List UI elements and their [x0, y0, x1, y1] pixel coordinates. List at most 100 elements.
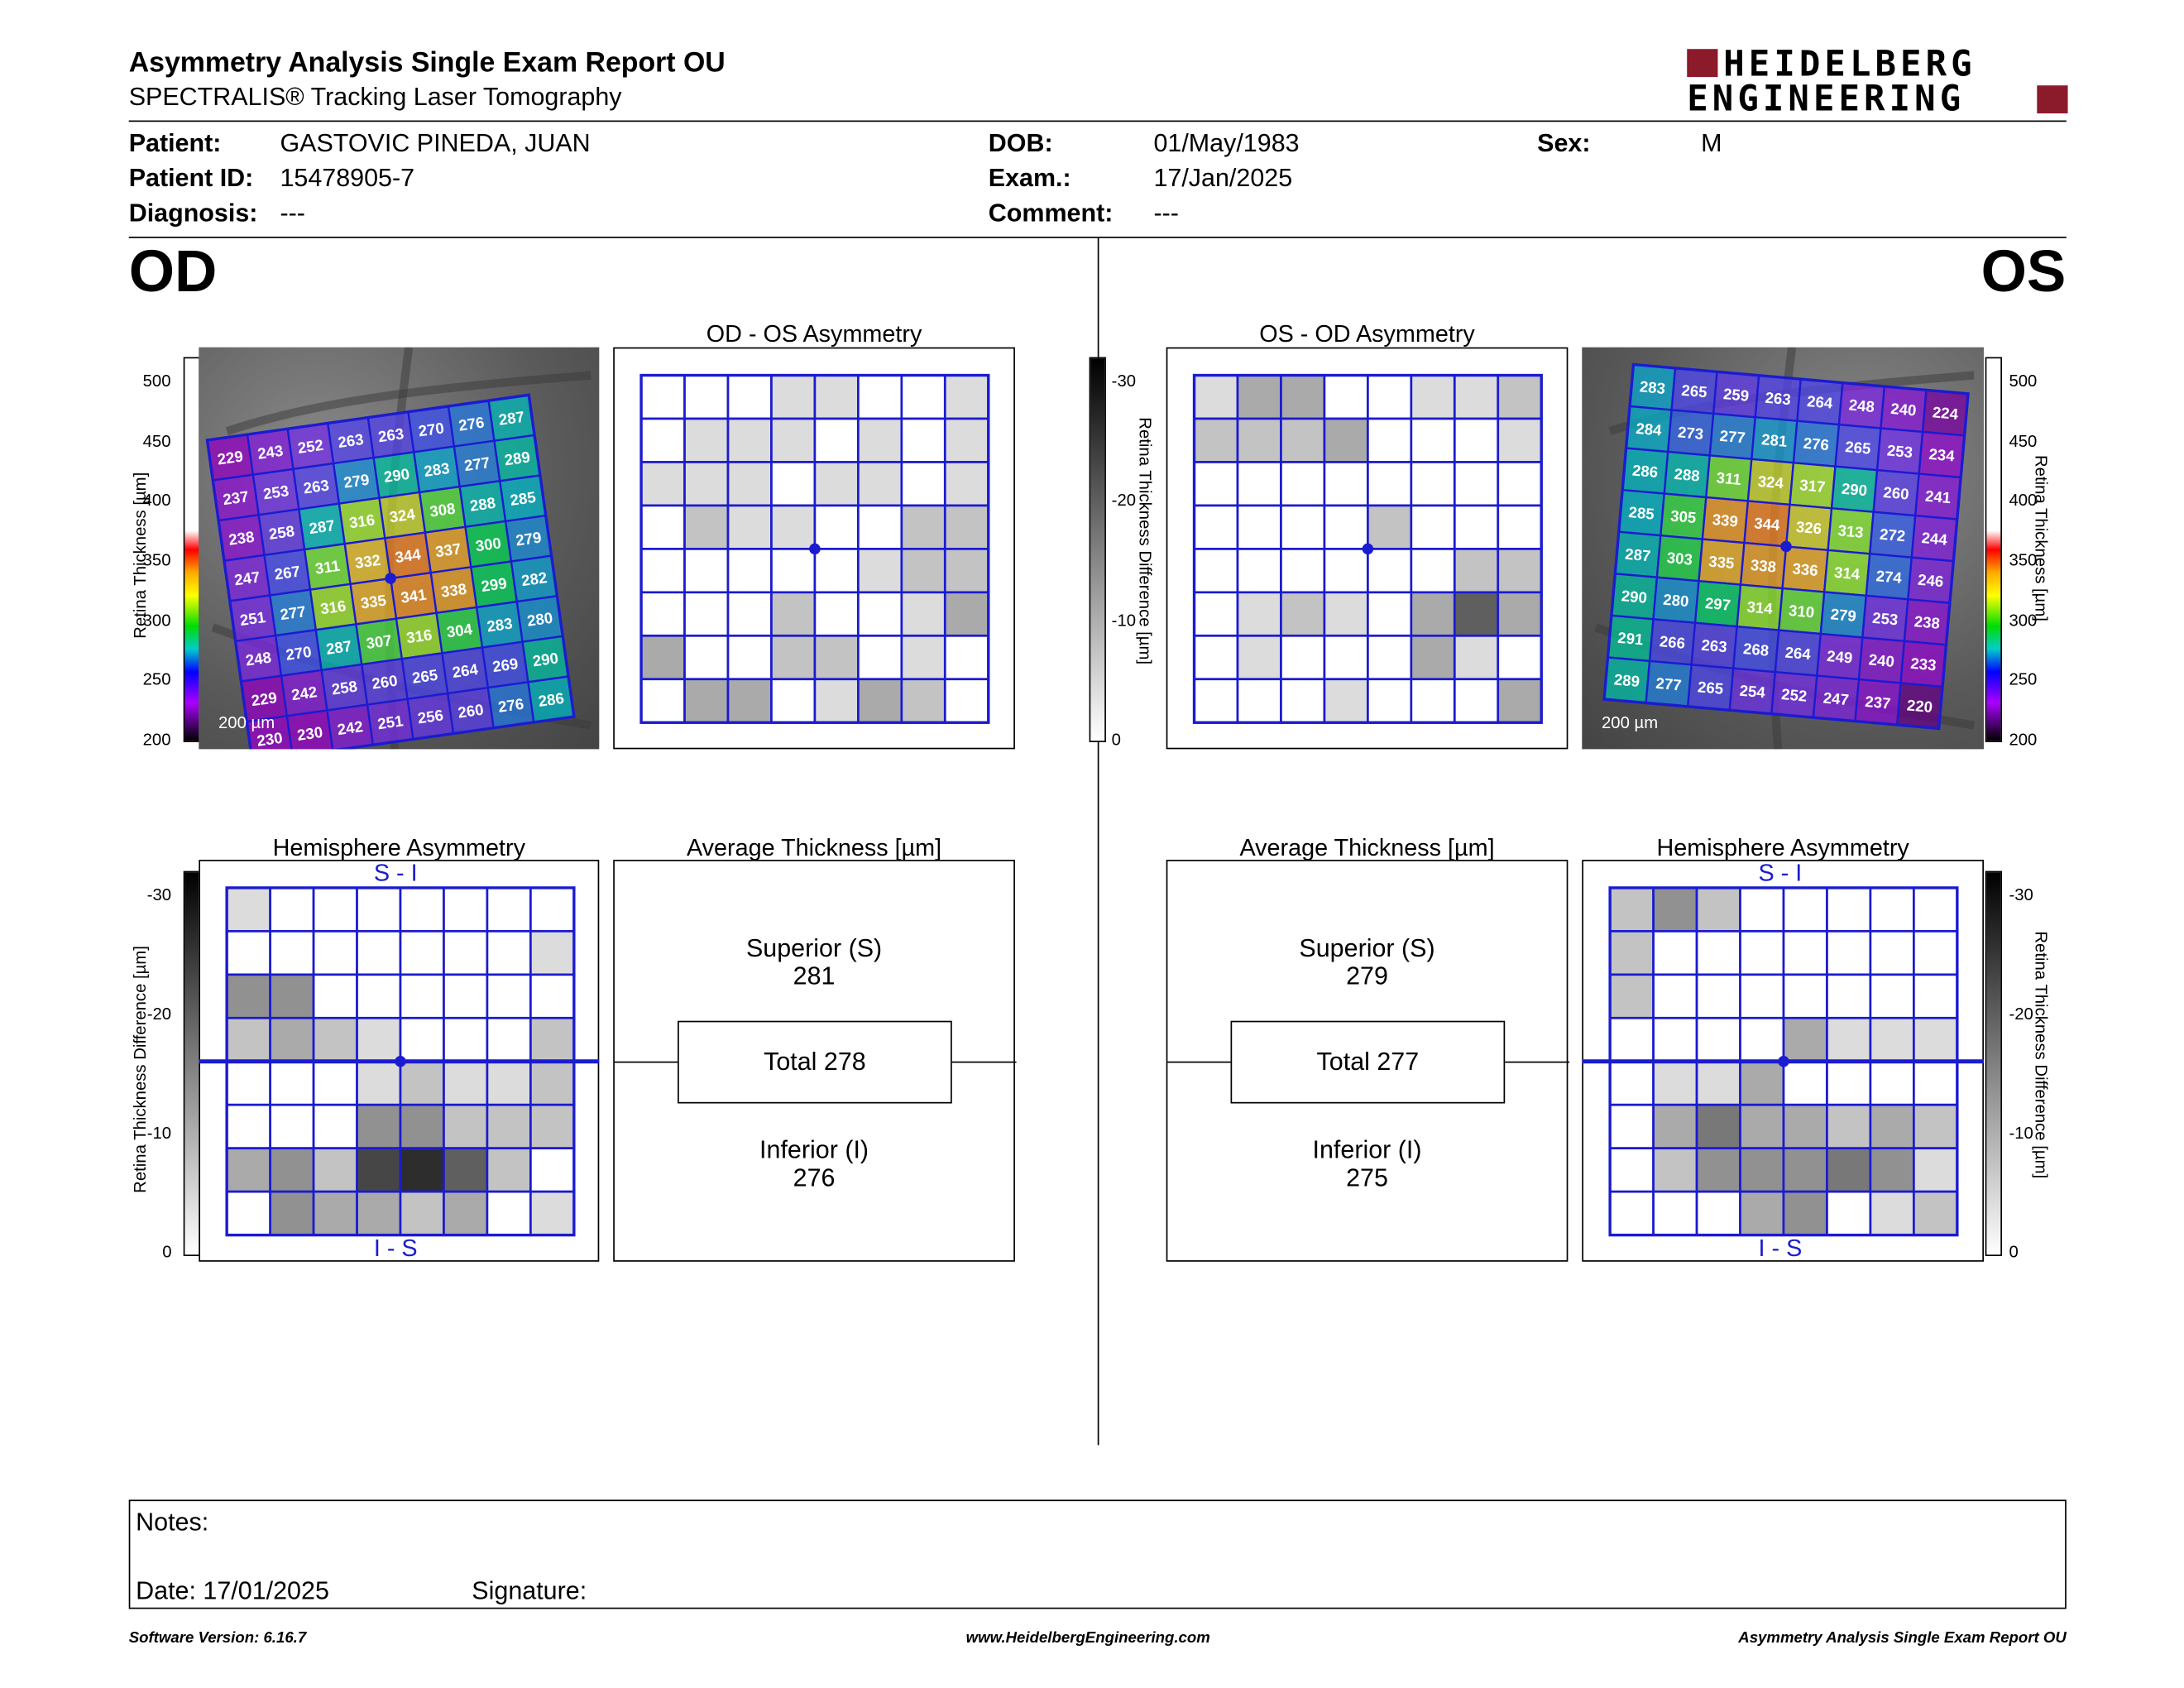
- thickness-value: 263: [1701, 636, 1728, 656]
- grid-cell: [900, 504, 946, 550]
- grid-cell: [1782, 973, 1828, 1019]
- notes-box[interactable]: Notes: Date: 17/01/2025 Signature:: [128, 1499, 2067, 1609]
- thickness-value: 263: [302, 476, 330, 496]
- center-diff-tick: -20: [1111, 490, 1137, 510]
- thickness-value: 240: [1890, 400, 1918, 420]
- thickness-value: 242: [290, 683, 318, 703]
- grid-cell: [443, 1016, 489, 1063]
- center-divider: [1097, 237, 1099, 1446]
- fovea-center-dot: [395, 1055, 406, 1067]
- grid-cell: [269, 1147, 315, 1193]
- grid-cell: [529, 1060, 576, 1106]
- thickness-value: 263: [1765, 389, 1792, 409]
- grid-cell: [225, 1103, 271, 1150]
- grid-cell: [1739, 886, 1785, 933]
- grid-cell: [1323, 504, 1369, 550]
- grid-cell: [639, 504, 686, 550]
- thickness-value: 243: [256, 442, 285, 463]
- od-inferior-value: 276: [793, 1163, 836, 1192]
- thickness-value: 276: [457, 414, 486, 434]
- thickness-value: 277: [279, 602, 307, 623]
- grid-cell: [529, 1016, 576, 1063]
- od-superior-value: 281: [793, 961, 836, 990]
- thickness-value: 299: [480, 574, 508, 595]
- od-thickness-tick: 350: [142, 550, 171, 570]
- grid-cell: [1410, 374, 1456, 420]
- grid-cell: [1453, 591, 1500, 637]
- thickness-value: 279: [1830, 605, 1857, 625]
- thickness-value: 338: [440, 580, 468, 601]
- grid-cell: [857, 634, 903, 681]
- grid-cell: [486, 1103, 532, 1150]
- grid-cell: [356, 1147, 402, 1193]
- grid-cell: [1410, 461, 1456, 507]
- website-link[interactable]: www.HeidelbergEngineering.com: [965, 1629, 1210, 1647]
- thickness-value: 263: [337, 430, 365, 451]
- center-diff-colorbar: [1089, 357, 1106, 742]
- grid-cell: [900, 591, 946, 637]
- thickness-value: 252: [297, 436, 325, 457]
- grid-cell: [1782, 886, 1828, 933]
- grid-cell: [1453, 461, 1500, 507]
- fovea-center-dot: [809, 543, 821, 555]
- grid-cell: [1367, 374, 1413, 420]
- thickness-value: 220: [1906, 696, 1933, 716]
- center-diff-tick: -10: [1111, 610, 1137, 631]
- vessel-shape: [225, 371, 592, 436]
- thickness-value: 316: [319, 597, 347, 617]
- thickness-value: 264: [451, 660, 479, 681]
- thickness-value: 247: [1822, 689, 1850, 709]
- thickness-value: 229: [250, 688, 278, 709]
- grid-cell: [1739, 973, 1785, 1019]
- grid-cell: [443, 1190, 489, 1236]
- thickness-value: 316: [405, 626, 433, 646]
- grid-cell: [269, 1103, 315, 1150]
- thickness-value: 230: [296, 723, 324, 744]
- od-hemi-title: Hemisphere Asymmetry: [272, 834, 525, 861]
- thickness-value: 287: [325, 637, 353, 658]
- os-thickness-map: 283 265 259 263 264 248 240 224 284 273 277 281 276 2…: [1594, 347, 1975, 750]
- grid-cell: [1193, 504, 1239, 550]
- thickness-value: 335: [359, 591, 387, 611]
- thickness-value: 281: [1760, 430, 1788, 450]
- grid-cell: [399, 886, 445, 933]
- od-asymmetry-panel: [613, 347, 1015, 750]
- grid-cell: [486, 973, 532, 1019]
- grid-cell: [1453, 374, 1500, 420]
- grid-cell: [1323, 634, 1369, 681]
- grid-cell: [443, 1060, 489, 1106]
- thickness-value: 237: [1865, 693, 1892, 712]
- thickness-value: 314: [1833, 563, 1861, 583]
- grid-cell: [1410, 504, 1456, 550]
- grid-cell: [1323, 374, 1369, 420]
- os-thickness-tick: 400: [2009, 490, 2038, 510]
- os-total-box: Total 277: [1230, 1020, 1506, 1104]
- thickness-value: 287: [498, 408, 526, 429]
- thickness-value: 277: [1719, 427, 1746, 447]
- thickness-value: 311: [1716, 468, 1742, 488]
- thickness-value: 277: [1655, 674, 1683, 694]
- grid-cell: [312, 930, 358, 976]
- os-thickness-axis-label: Retina Thickness [µm]: [2031, 454, 2052, 621]
- od-avg-title: Average Thickness [µm]: [686, 834, 942, 861]
- thickness-value: 337: [434, 539, 462, 560]
- grid-cell: [529, 1103, 576, 1150]
- od-thickness-tick: 300: [142, 610, 171, 631]
- grid-cell: [1193, 591, 1239, 637]
- grid-cell: [1913, 1147, 1959, 1193]
- grid-cell: [1869, 886, 1915, 933]
- grid-cell: [356, 930, 402, 976]
- grid-cell: [1193, 548, 1239, 594]
- grid-cell: [1367, 417, 1413, 463]
- thickness-value: 339: [1712, 511, 1739, 530]
- os-thickness-tick: 450: [2009, 431, 2038, 451]
- grid-cell: [1453, 678, 1500, 724]
- grid-cell: [1236, 548, 1282, 594]
- grid-cell: [1193, 634, 1239, 681]
- comment-label: Comment:: [988, 199, 1114, 228]
- grid-border: [639, 373, 990, 724]
- grid-cell: [813, 678, 860, 724]
- grid-cell: [1826, 1103, 1872, 1150]
- grid-cell: [1782, 1190, 1828, 1236]
- thickness-value: 324: [388, 505, 416, 525]
